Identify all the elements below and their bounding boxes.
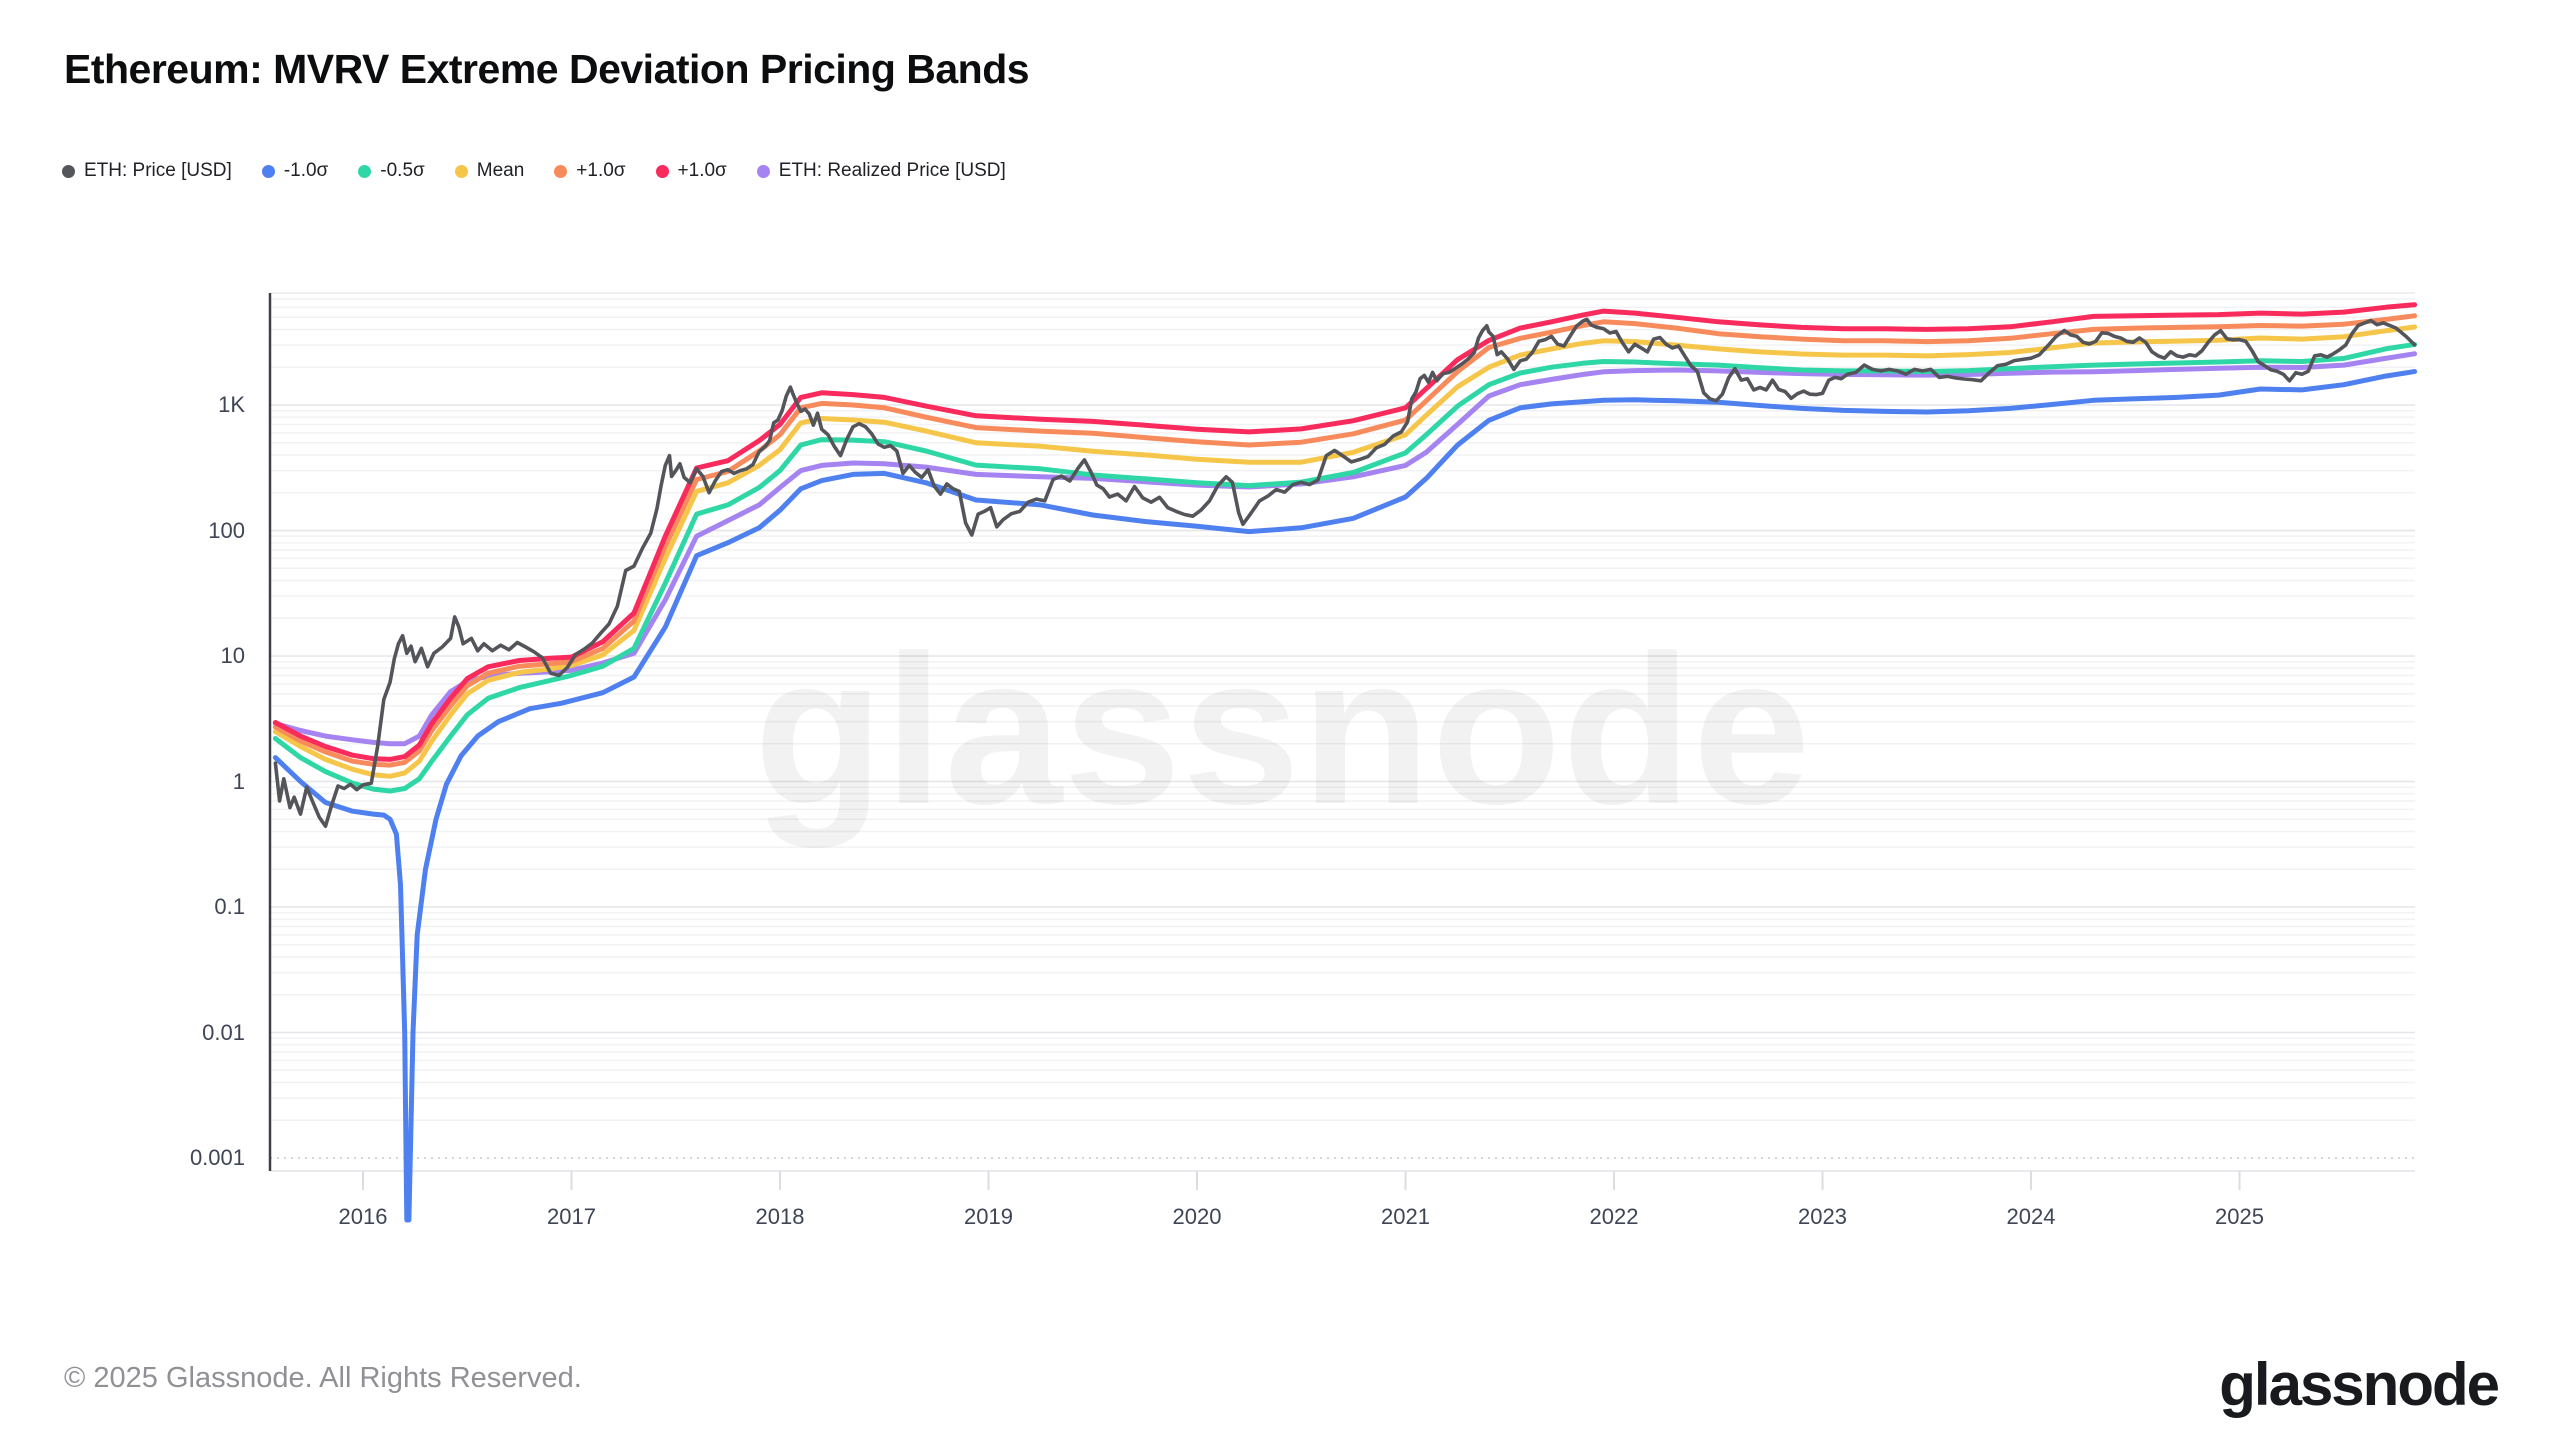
- watermark-text: glassnode: [754, 611, 1812, 848]
- legend-item-label: Mean: [476, 160, 525, 181]
- series-line-+1.0-[interactable]: [272, 313, 2418, 768]
- legend-item-1[interactable]: -1.0σ: [261, 160, 329, 182]
- legend-dot-icon: [261, 164, 275, 178]
- y-axis-label: 10: [220, 643, 245, 668]
- legend-item-3[interactable]: Mean: [454, 160, 525, 182]
- legend: ETH: Price [USD] -1.0σ -0.5σ Mean +1.0σ +1.0σ…: [62, 160, 1006, 182]
- legend-dot-icon: [358, 164, 372, 178]
- x-axis-label: 2023: [1798, 1204, 1847, 1229]
- y-axis-label: 0.01: [202, 1019, 245, 1045]
- legend-dot-icon: [756, 164, 770, 178]
- series-line-mean[interactable]: [272, 324, 2418, 779]
- y-axis-label: 100: [208, 517, 245, 543]
- x-axis-label: 2021: [1381, 1204, 1430, 1229]
- y-axis-label: 0.1: [214, 894, 245, 919]
- x-axis-label: 2018: [755, 1204, 805, 1229]
- series-line--1.0-[interactable]: [272, 369, 2418, 1223]
- legend-dot-icon: [62, 164, 75, 178]
- y-axis-label: 1: [232, 768, 245, 794]
- legend-item-label: ETH: Realized Price [USD]: [778, 160, 1006, 181]
- chart-title: Ethereum: MVRV Extreme Deviation Pricing…: [64, 46, 1030, 92]
- legend-item-5[interactable]: +1.0σ: [655, 160, 727, 182]
- legend-item-label: +1.0σ: [677, 160, 727, 181]
- y-axis-label: 1K: [218, 392, 245, 417]
- series-line-+1.0-[interactable]: [272, 302, 2418, 762]
- legend-item-label: -1.0σ: [283, 160, 329, 181]
- legend-item-label: -0.5σ: [380, 160, 425, 181]
- x-axis-label: 2020: [1172, 1204, 1222, 1229]
- legend-item-4[interactable]: +1.0σ: [554, 160, 626, 182]
- x-axis-label: 2024: [2006, 1204, 2056, 1229]
- x-axis-label: 2016: [338, 1204, 388, 1229]
- legend-item-label: ETH: Price [USD]: [84, 160, 232, 181]
- series-line--0.5-[interactable]: [272, 341, 2418, 794]
- glassnode-logo[interactable]: glassnode: [2219, 1351, 2500, 1418]
- legend-item-6[interactable]: ETH: Realized Price [USD]: [756, 160, 1006, 182]
- series-line-eth-price-usd-[interactable]: [273, 317, 2417, 829]
- x-axis-label: 2025: [2215, 1204, 2264, 1229]
- legend-item-2[interactable]: -0.5σ: [358, 160, 425, 182]
- legend-item-0[interactable]: ETH: Price [USD]: [62, 160, 232, 182]
- legend-dot-icon: [454, 164, 468, 178]
- x-axis-label: 2017: [547, 1204, 596, 1229]
- copyright-text: © 2025 Glassnode. All Rights Reserved.: [64, 1362, 582, 1394]
- legend-item-label: +1.0σ: [576, 160, 626, 181]
- x-axis-label: 2019: [964, 1204, 1013, 1229]
- x-axis-label: 2022: [1589, 1204, 1639, 1229]
- legend-dot-icon: [554, 164, 568, 178]
- legend-dot-icon: [655, 164, 669, 178]
- y-axis-label: 0.001: [189, 1145, 245, 1170]
